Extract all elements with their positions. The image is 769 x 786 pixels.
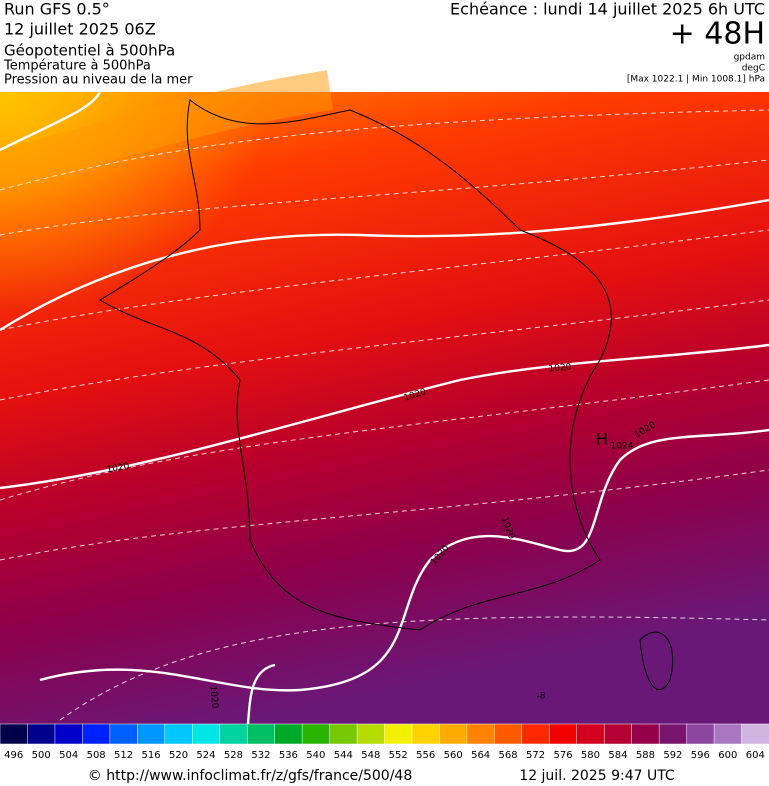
colorbar-label: 600 (718, 750, 737, 761)
color-swatch (356, 723, 386, 745)
colorbar-label: 548 (361, 750, 380, 761)
contour-label: -8 (537, 692, 546, 702)
colorbar-label: 512 (114, 750, 133, 761)
colorbar-label: 524 (196, 750, 215, 761)
color-swatch (137, 723, 166, 745)
run-date: 12 juillet 2025 06Z (4, 20, 156, 39)
color-swatch (549, 723, 578, 745)
color-swatch (329, 723, 358, 745)
run: Run GFS 0.5° (4, 0, 110, 19)
isotherms (0, 109, 769, 721)
colorbar-label: 520 (169, 750, 188, 761)
color-swatch (603, 723, 633, 745)
color-swatch (109, 723, 139, 745)
color-swatch (274, 723, 303, 745)
color-swatch (494, 723, 523, 745)
unit: gpdam (734, 53, 765, 63)
color-swatch (246, 723, 276, 745)
layer: Température à 500hPa (3, 59, 151, 74)
unit: degC (742, 64, 765, 74)
colorbar-label: 588 (636, 750, 655, 761)
contour-label: 1020 (208, 685, 220, 709)
timestamp: 12 juil. 2025 9:47 UTC (519, 768, 675, 784)
colorbar-label: 604 (746, 750, 765, 761)
color-swatch (192, 723, 221, 745)
color-swatch (54, 723, 84, 745)
color-swatch (713, 723, 743, 745)
color-swatch (521, 723, 551, 745)
colorbar-label: 552 (389, 750, 408, 761)
color-swatch (219, 723, 248, 745)
colorbar-label: 584 (608, 750, 627, 761)
colorbar-label: 516 (142, 750, 161, 761)
colorbar-label: 500 (32, 750, 51, 761)
color-swatch (27, 723, 56, 745)
footer: © http://www.infoclimat.fr/z/gfs/france/… (88, 768, 675, 784)
colorbar: 496 500 504 508 512 516 520 524 528 532 536 540 544 5… (0, 723, 769, 761)
colorbar-label: 556 (416, 750, 435, 761)
color-swatch (164, 723, 194, 745)
colorbar-label: 536 (279, 750, 298, 761)
lead-time: + 48H (670, 17, 765, 52)
colorbar-label: 576 (553, 750, 572, 761)
colorbar-label: 572 (526, 750, 545, 761)
color-swatch (0, 723, 29, 745)
colorbar-label: 504 (59, 750, 78, 761)
corsica-outline (639, 631, 674, 691)
colorbar-label: 580 (581, 750, 600, 761)
layer: Pression au niveau de la mer (4, 73, 193, 88)
color-swatch (576, 723, 605, 745)
band (0, 70, 334, 190)
colorbar-label: 560 (444, 750, 463, 761)
color-swatch (686, 723, 715, 745)
color-swatch (658, 723, 688, 745)
echeance: Echéance : lundi 14 juillet 2025 6h UTC (450, 0, 765, 19)
contour-label: 1020 (548, 362, 572, 374)
france-outline (99, 99, 612, 631)
contour-label: 1024 (611, 442, 634, 452)
min-max: [Max 1022.1 | Min 1008.1] hPa (627, 75, 765, 85)
color-swatch (301, 723, 331, 745)
colorbar-label: 528 (224, 750, 243, 761)
color-swatch (466, 723, 496, 745)
colorbar-label: 564 (471, 750, 490, 761)
source-url: © http://www.infoclimat.fr/z/gfs/france/… (88, 768, 412, 784)
color-swatch (439, 723, 468, 745)
colorbar-label: 532 (251, 750, 270, 761)
color-swatch (82, 723, 111, 745)
layer: Géopotentiel à 500hPa (4, 42, 175, 60)
colorbar-label: 508 (87, 750, 106, 761)
colorbar-label: 592 (663, 750, 682, 761)
color-swatch (741, 723, 769, 745)
contour-label: 1020 (106, 462, 131, 476)
isobars (0, 91, 769, 725)
color-swatch (411, 723, 441, 745)
colorbar-label: 540 (306, 750, 325, 761)
header: Run GFS 0.5° 12 juillet 2025 06Z Géopote… (3, 0, 765, 88)
colorbar-label: 568 (499, 750, 518, 761)
colorbar-label: 596 (691, 750, 710, 761)
temperature-field (0, 92, 769, 724)
color-swatch (384, 723, 413, 745)
contour-label: H (596, 430, 608, 449)
colorbar-label: 496 (4, 750, 23, 761)
colorbar-label: 544 (334, 750, 353, 761)
color-swatch (631, 723, 660, 745)
